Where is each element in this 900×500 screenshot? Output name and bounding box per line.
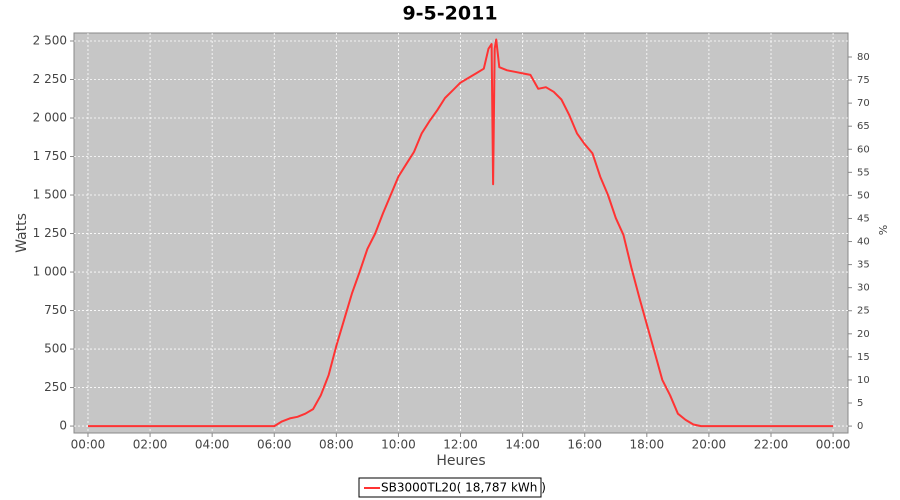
y2-tick-label: 40 (857, 237, 870, 248)
x-tick-label: 04:00 (195, 438, 230, 452)
y2-tick-label: 25 (857, 306, 870, 317)
y2-tick-label: 30 (857, 283, 870, 294)
y2-tick-label: 20 (857, 329, 870, 340)
y2-tick-label: 65 (857, 121, 870, 132)
x-tick-label: 08:00 (319, 438, 354, 452)
y2-tick-label: 60 (857, 144, 870, 155)
y2-tick-label: 75 (857, 75, 870, 86)
chart-title: 9-5-2011 (402, 3, 497, 25)
plot-area (73, 32, 849, 434)
y2-tick-label: 80 (857, 52, 870, 63)
x-tick-label: 18:00 (630, 438, 665, 452)
y-tick-label: 250 (44, 380, 67, 394)
x-axis-label: Heures (436, 453, 485, 469)
y-tick-label: 1 000 (33, 265, 67, 279)
y-tick-label: 2 250 (33, 72, 67, 86)
y2-tick-label: 45 (857, 213, 870, 224)
y-tick-label: 1 750 (33, 149, 67, 163)
x-tick-label: 12:00 (443, 438, 478, 452)
x-tick-label: 16:00 (567, 438, 602, 452)
y-tick-label: 750 (44, 303, 67, 317)
x-tick-label: 14:00 (505, 438, 540, 452)
x-tick-label: 00:00 (816, 438, 851, 452)
y-tick-label: 500 (44, 342, 67, 356)
x-tick-label: 06:00 (257, 438, 292, 452)
y2-tick-label: 50 (857, 190, 870, 201)
y2-tick-label: 0 (857, 421, 863, 432)
y2-tick-label: 15 (857, 352, 870, 363)
legend-label: SB3000TL20( 18,787 kWh ) (381, 481, 546, 495)
y2-tick-label: 35 (857, 260, 870, 271)
y2-axis-label: % (876, 225, 889, 235)
series-line (88, 38, 834, 428)
y-tick-label: 2 500 (33, 34, 67, 48)
x-tick-label: 20:00 (692, 438, 727, 452)
x-tick-label: 10:00 (381, 438, 416, 452)
y2-tick-label: 55 (857, 167, 870, 178)
y2-tick-label: 10 (857, 375, 870, 386)
y-axis-label: Watts (14, 213, 30, 253)
x-tick-label: 00:00 (71, 438, 106, 452)
x-tick-label: 22:00 (754, 438, 789, 452)
y2-tick-label: 70 (857, 98, 870, 109)
y2-tick-label: 5 (857, 398, 863, 409)
y-tick-label: 1 500 (33, 188, 67, 202)
x-tick-label: 02:00 (133, 438, 168, 452)
y-tick-label: 1 250 (33, 226, 67, 240)
y-tick-label: 0 (59, 419, 67, 433)
legend (358, 477, 542, 498)
y-tick-label: 2 000 (33, 111, 67, 125)
